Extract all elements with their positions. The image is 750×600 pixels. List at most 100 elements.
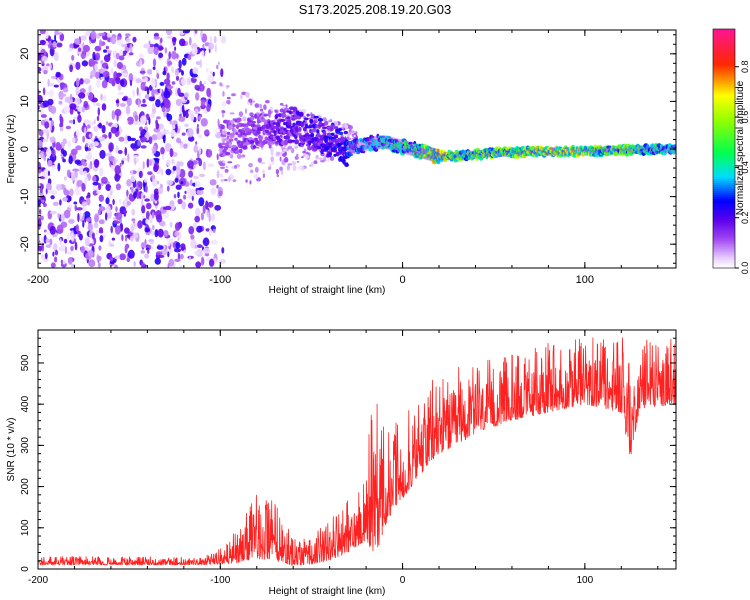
noise-blob — [172, 159, 176, 165]
y-tick-label: 400 — [20, 395, 31, 412]
noise-blob — [138, 170, 143, 179]
noise-blob — [68, 218, 75, 224]
noise-blob — [150, 246, 154, 251]
noise-blob — [175, 87, 179, 97]
signal-blob — [294, 139, 300, 145]
noise-blob — [38, 66, 42, 73]
noise-blob — [126, 201, 131, 206]
noise-blob — [67, 257, 73, 265]
noise-blob — [143, 195, 146, 199]
noise-blob — [89, 74, 93, 79]
noise-blob — [190, 114, 195, 122]
noise-blob — [81, 182, 86, 192]
noise-blob — [166, 179, 174, 186]
noise-blob — [109, 256, 114, 262]
signal-blob — [333, 126, 339, 130]
noise-blob — [85, 143, 89, 147]
noise-blob — [194, 244, 198, 249]
noise-blob — [59, 116, 64, 126]
noise-blob — [180, 181, 184, 185]
noise-blob — [49, 64, 52, 70]
noise-blob — [154, 229, 159, 238]
snr-chart: -200 -100 0 100 0 100 200 300 400 500 Height of s… — [6, 329, 677, 597]
noise-blob — [256, 146, 260, 149]
noise-blob — [118, 136, 125, 142]
noise-blob — [226, 100, 231, 105]
noise-blob — [167, 61, 173, 66]
noise-blob — [209, 35, 213, 45]
noise-blob — [143, 43, 151, 49]
signal-blob — [304, 117, 309, 121]
noise-blob — [187, 160, 194, 169]
noise-blob — [193, 175, 199, 180]
noise-blob — [53, 84, 59, 88]
noise-blob — [74, 204, 78, 212]
chart-title: S173.2025.208.19.20.G03 — [298, 2, 452, 17]
noise-blob — [180, 243, 186, 251]
noise-blob — [64, 176, 67, 181]
noise-blob — [130, 170, 134, 176]
noise-blob — [144, 94, 150, 99]
noise-blob — [70, 232, 74, 241]
noise-blob — [152, 58, 157, 68]
noise-blob — [190, 234, 195, 240]
noise-blob — [187, 54, 192, 61]
noise-blob — [59, 33, 65, 42]
noise-blob — [148, 117, 151, 125]
noise-blob — [62, 138, 67, 145]
noise-blob — [91, 232, 95, 239]
noise-blob — [79, 166, 84, 176]
noise-blob — [194, 215, 200, 223]
noise-blob — [240, 93, 243, 100]
noise-blob — [42, 129, 50, 134]
noise-blob — [231, 93, 236, 97]
noise-blob — [248, 163, 253, 168]
noise-blob — [144, 227, 151, 233]
noise-blob — [175, 184, 182, 190]
noise-blob — [72, 119, 75, 125]
noise-blob — [56, 42, 63, 48]
noise-blob — [69, 64, 73, 73]
noise-blob — [206, 103, 211, 112]
noise-blob — [204, 129, 210, 135]
noise-blob — [158, 186, 164, 195]
noise-blob — [54, 34, 57, 42]
noise-blob — [355, 131, 358, 134]
noise-blob — [81, 201, 88, 207]
noise-blob — [93, 125, 99, 132]
noise-blob — [105, 65, 109, 70]
noise-blob — [150, 78, 156, 88]
signal-blob — [235, 149, 240, 154]
noise-blob — [133, 261, 136, 267]
noise-blob — [174, 46, 177, 51]
noise-blob — [136, 87, 139, 96]
noise-blob — [58, 100, 63, 105]
noise-blob — [88, 259, 96, 268]
noise-blob — [69, 188, 74, 197]
noise-blob — [60, 259, 63, 263]
noise-blob — [105, 152, 112, 157]
noise-blob — [270, 156, 275, 162]
snr-y-axis-label: SNR (10 * v/v) — [6, 418, 17, 482]
noise-blob — [329, 156, 335, 161]
signal-blob — [330, 124, 336, 128]
noise-blob — [60, 148, 65, 154]
noise-blob — [179, 168, 186, 178]
noise-blob — [124, 147, 127, 156]
noise-blob — [99, 235, 104, 243]
noise-blob — [51, 165, 57, 170]
noise-blob — [151, 230, 155, 236]
noise-blob — [169, 221, 173, 228]
noise-blob — [221, 112, 225, 118]
noise-blob — [202, 205, 206, 214]
noise-blob — [124, 139, 129, 145]
noise-blob — [302, 150, 306, 154]
noise-blob — [47, 78, 50, 87]
noise-blob — [191, 195, 194, 201]
noise-blob — [161, 152, 165, 161]
noise-blob — [196, 127, 200, 135]
signal-blob — [417, 147, 422, 151]
noise-blob — [216, 64, 219, 70]
noise-blob — [155, 251, 163, 256]
noise-blob — [198, 134, 203, 139]
